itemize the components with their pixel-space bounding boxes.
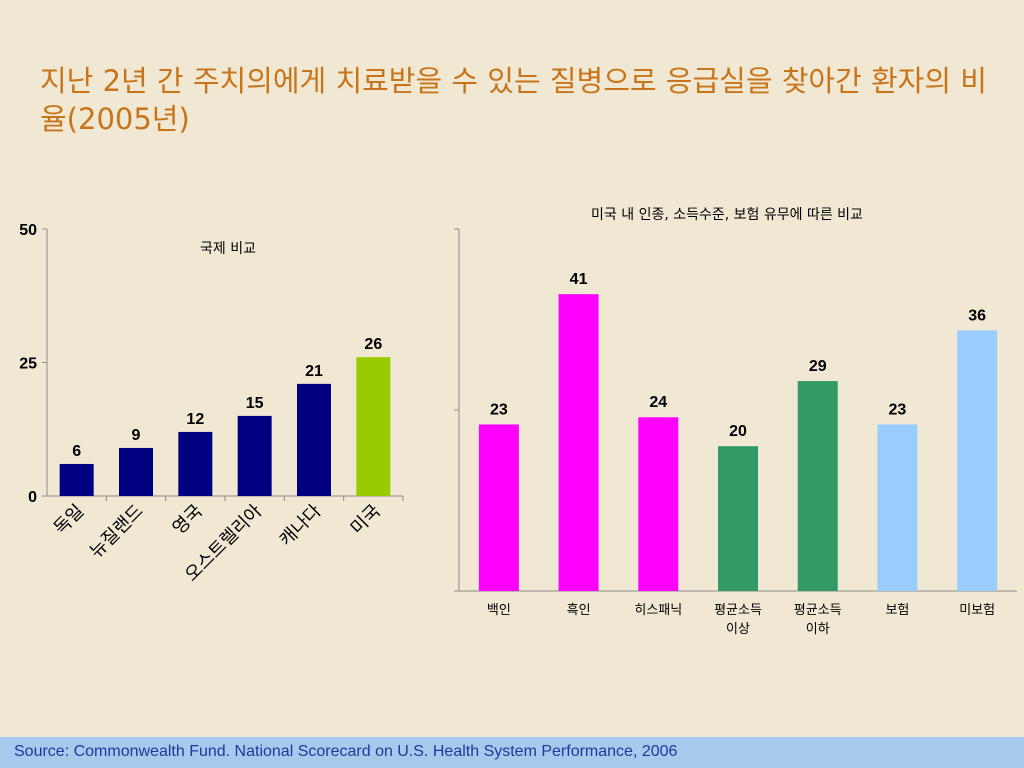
chart-title: 미국 내 인종, 소득수준, 보험 유무에 따른 비교 [591, 207, 863, 223]
category-label-line: 이상 [726, 622, 750, 637]
chart-title: 국제 비교 [200, 241, 256, 257]
bar [558, 294, 599, 591]
data-label: 6 [72, 443, 81, 460]
category-label: 흑인 [567, 603, 591, 618]
data-label: 24 [649, 394, 667, 411]
slide-title: 지난 2년 간 주치의에게 치료받을 수 있는 질병으로 응급실을 찾아간 환자… [40, 64, 987, 136]
data-label: 29 [809, 358, 827, 375]
category-label: 미국 [347, 501, 385, 539]
data-label: 20 [729, 423, 747, 440]
category-label-line: 백인 [487, 603, 511, 618]
category-label: 백인 [487, 603, 511, 618]
category-label: 보험 [885, 603, 909, 618]
data-label: 41 [570, 271, 588, 288]
category-label: 미보험 [959, 603, 995, 618]
category-label-line: 히스패닉 [634, 603, 682, 618]
source-footer: Source: Commonwealth Fund. National Scor… [0, 737, 1024, 768]
category-label: 히스패닉 [634, 603, 682, 618]
bar [297, 383, 331, 496]
category-label: 독일 [50, 501, 88, 539]
bar [638, 417, 679, 591]
category-label: 캐나다 [276, 500, 326, 550]
data-label: 23 [889, 401, 907, 418]
bar [237, 415, 272, 496]
category-label-line: 미보험 [959, 603, 995, 618]
bar [797, 381, 838, 591]
data-label: 26 [364, 336, 382, 353]
bar [957, 330, 998, 591]
y-tick-label: 25 [19, 356, 37, 373]
data-label: 21 [305, 363, 323, 380]
bar [178, 431, 213, 496]
bar [59, 463, 94, 496]
source-text: Source: Commonwealth Fund. National Scor… [14, 743, 678, 760]
y-tick-label: 0 [28, 489, 37, 506]
bar [718, 446, 758, 591]
data-label: 12 [186, 411, 204, 428]
bar [478, 424, 519, 591]
category-label-line: 평균소득 [794, 603, 842, 618]
category-label-line: 보험 [885, 603, 909, 618]
category-label: 영국 [169, 501, 207, 539]
y-tick-label: 50 [19, 222, 37, 239]
category-label-line: 흑인 [567, 603, 591, 618]
category-label-line: 이하 [806, 622, 830, 637]
category-label-line: 평균소득 [714, 603, 762, 618]
category-label: 뉴질랜드 [86, 501, 148, 563]
bar [119, 447, 153, 496]
bar [877, 424, 918, 591]
data-label: 23 [490, 401, 508, 418]
data-label: 9 [132, 427, 141, 444]
bar [356, 357, 391, 496]
chart-us-breakdown: 미국 내 인종, 소득수준, 보험 유무에 따른 비교 23 백인 41 흑인 24 히스패… [454, 207, 1017, 637]
data-label: 36 [968, 307, 986, 324]
data-label: 15 [246, 395, 264, 412]
